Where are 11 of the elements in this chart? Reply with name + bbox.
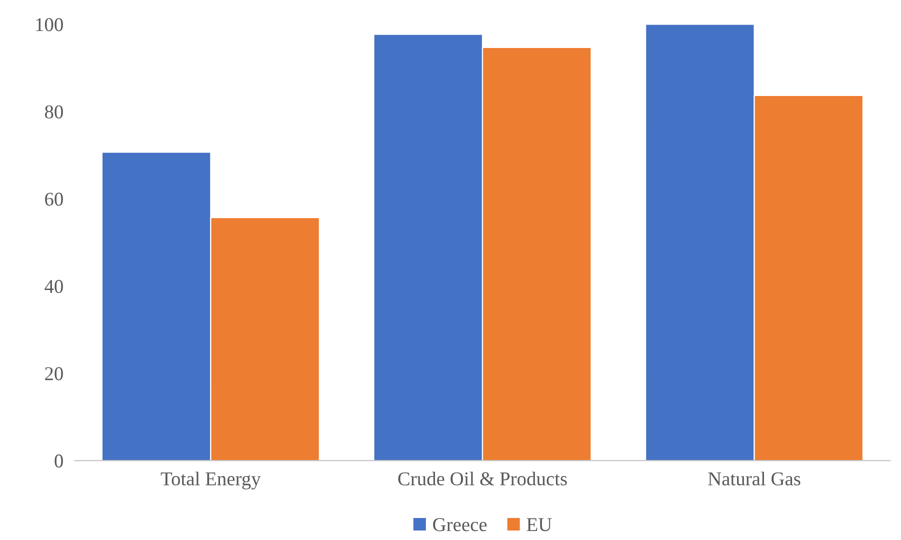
- y-tick-label: 0: [54, 454, 63, 468]
- legend-label: Greece: [433, 518, 487, 532]
- y-tick-label: 80: [44, 105, 63, 118]
- x-tick-label: Crude Oil & Products: [398, 472, 567, 486]
- y-tick-label: 40: [44, 280, 63, 294]
- x-tick-label: Natural Gas: [708, 472, 800, 486]
- y-tick-label: 60: [45, 192, 63, 206]
- y-tick-label: 20: [45, 367, 63, 380]
- legend-label: EU: [526, 518, 552, 532]
- x-tick-label: Total Energy: [160, 472, 261, 490]
- y-tick-label: 100: [36, 18, 63, 32]
